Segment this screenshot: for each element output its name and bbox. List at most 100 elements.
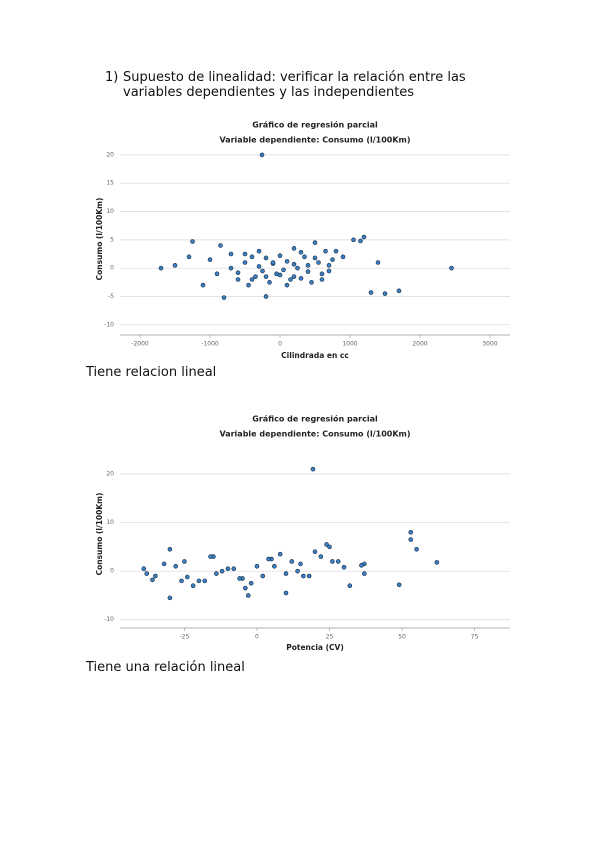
point [141,566,147,572]
point [316,260,321,265]
point [283,571,289,576]
point [295,265,300,271]
point [414,547,419,552]
point [214,571,219,576]
x-tick-label: 1000 [342,341,357,348]
point [310,466,316,472]
point [256,248,262,254]
point [319,271,325,277]
point [179,578,184,584]
x-axis-label: Cilindrada en cc [281,351,349,360]
point [359,563,364,568]
point [408,537,414,542]
point [167,547,173,552]
point [270,260,276,265]
y-tick-label: 10 [106,519,114,526]
point [208,554,213,559]
point [358,238,363,244]
y-tick-label: -10 [104,616,114,623]
point [291,274,297,279]
x-tick-label: 2000 [412,341,427,348]
x-tick-label: -1000 [201,341,219,348]
point [158,265,164,271]
y-tick-label: 10 [106,208,114,215]
point [302,254,307,260]
point [298,250,304,255]
point [301,573,306,579]
point [291,246,297,251]
point [375,260,381,265]
point [341,564,347,570]
point [186,254,192,260]
point [362,571,367,576]
point [396,582,402,588]
point [408,529,414,535]
point [202,578,208,584]
point [396,288,402,294]
point [263,274,269,279]
point [330,257,335,262]
x-tick-label: -25 [180,634,190,641]
point [291,261,297,267]
point [266,556,271,562]
point [254,564,260,569]
point [218,243,223,248]
point [259,152,265,158]
point [361,234,367,240]
y-tick-label: 15 [106,180,114,187]
point [219,568,225,574]
point [277,272,283,278]
y-tick-label: -5 [108,293,114,300]
x-tick-label: 3000 [482,341,497,348]
point [335,559,341,564]
point [305,269,311,274]
point [298,276,304,281]
caption: Tiene una relación lineal [86,660,245,675]
point [185,574,190,580]
x-tick-label: 0 [278,341,282,348]
point [153,573,158,579]
chart-title: Gráfico de regresión parcial [252,120,378,130]
point [200,282,206,288]
point [225,566,231,572]
point [182,559,187,564]
point [260,268,265,274]
point [434,560,440,565]
point [340,254,346,260]
point [326,263,332,268]
x-tick-label: 0 [255,634,259,641]
point [260,573,266,579]
point [283,590,289,596]
point [253,274,258,279]
point [326,268,332,274]
point [228,265,234,271]
point [196,578,202,584]
point [318,554,324,559]
point [323,248,328,254]
point [256,264,262,269]
heading-text: Supuesto de linealidad: verificar la rel… [123,70,466,100]
point [144,571,149,576]
point [173,564,179,569]
x-tick-label: 25 [326,634,334,641]
point [263,255,269,261]
point [277,253,283,259]
point [242,251,248,257]
point [289,559,295,564]
y-axis-label: Consumo (l/100Km) [95,198,104,281]
point [382,291,388,296]
heading-number: 1) [105,70,119,85]
point [319,277,325,282]
point [237,576,242,581]
y-tick-label: 0 [110,265,114,272]
point [172,263,178,268]
point [267,280,272,285]
point [150,577,155,583]
y-tick-label: 20 [106,151,114,158]
x-axis-label: Potencia (CV) [286,643,344,652]
y-axis-label: Consumo (l/100Km) [95,493,104,576]
point [312,549,318,555]
point [284,282,290,288]
